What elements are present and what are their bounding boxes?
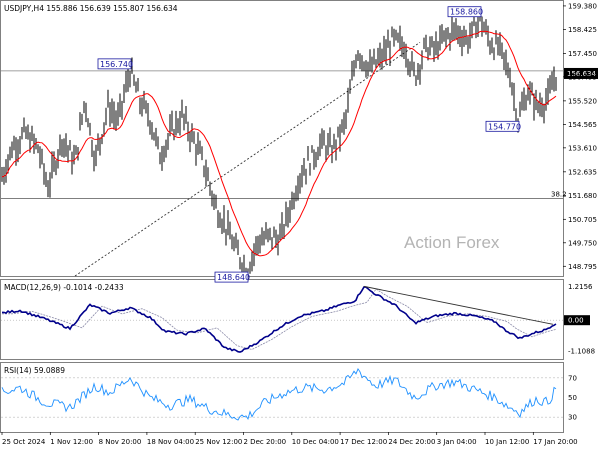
y-tick-label: 157.450 <box>568 50 597 58</box>
y-tick-label: 153.610 <box>568 144 597 152</box>
rsi-tick-label: 50 <box>568 394 577 402</box>
price-annotation: 154.770 <box>485 120 521 132</box>
y-tick-label: 150.705 <box>568 216 597 224</box>
x-tick-label: 17 Jan 20:00 <box>533 438 577 446</box>
macd-tick-label: 1.2156 <box>568 283 593 291</box>
x-tick-label: 8 Nov 20:00 <box>99 438 142 446</box>
symbol-header: USDJPY,H4 155.886 156.639 155.807 156.63… <box>4 4 178 13</box>
macd-tick-label: 0.00 <box>568 317 584 325</box>
price-annotation-label: 148.640 <box>217 273 250 282</box>
x-tick-label: 25 Oct 2024 <box>2 438 46 446</box>
dashed-trendline <box>74 41 421 277</box>
current-price-label: 156.634 <box>567 70 596 78</box>
y-tick-label: 155.520 <box>568 97 597 105</box>
y-tick-label: 149.750 <box>568 239 597 247</box>
price-annotation: 156.740 <box>97 58 133 70</box>
x-tick-label: 18 Nov 04:00 <box>147 438 194 446</box>
y-tick-label: 151.680 <box>568 192 597 200</box>
rsi-line <box>1 367 557 421</box>
rsi-tick-label: 70 <box>568 374 577 382</box>
macd-signal-line <box>2 288 557 350</box>
price-annotation: 158.860 <box>447 6 483 18</box>
moving-average-line <box>1 30 557 257</box>
x-tick-label: 10 Jan 12:00 <box>485 438 529 446</box>
macd-zero-tag <box>564 315 590 326</box>
main-panel-frame <box>0 0 564 277</box>
x-tick-label: 25 Nov 12:00 <box>195 438 242 446</box>
macd-line <box>2 286 557 353</box>
y-tick-label: 152.635 <box>568 168 597 176</box>
fib-level-label: 38.2 <box>551 191 567 199</box>
current-price-tag: 156.634 <box>564 67 598 79</box>
y-tick-label: 158.425 <box>568 26 597 34</box>
macd-tick-label: -1.1088 <box>568 347 595 355</box>
x-tick-label: 3 Jan 04:00 <box>437 438 477 446</box>
macd-trendline <box>363 285 554 325</box>
x-tick-label: 1 Nov 12:00 <box>50 438 93 446</box>
price-annotation-label: 158.860 <box>450 8 483 17</box>
x-tick-label: 10 Dec 04:00 <box>292 438 339 446</box>
rsi-panel-frame <box>0 362 564 433</box>
macd-panel-frame <box>0 279 564 360</box>
y-tick-label: 156.495 <box>568 73 597 81</box>
y-tick-label: 159.380 <box>568 2 597 10</box>
watermark: Action Forex <box>404 233 500 252</box>
x-tick-label: 17 Dec 12:00 <box>340 438 387 446</box>
rsi-tick-label: 30 <box>568 414 577 422</box>
x-tick-label: 24 Dec 20:00 <box>388 438 435 446</box>
price-annotation-label: 154.770 <box>488 122 521 131</box>
price-annotation-label: 156.740 <box>100 60 133 69</box>
x-tick-label: 2 Dec 20:00 <box>244 438 287 446</box>
macd-label: MACD(12,26,9) -0.1014 -0.2433 <box>4 283 124 292</box>
y-tick-label: 154.565 <box>568 121 597 129</box>
y-tick-label: 148.795 <box>568 263 597 271</box>
price-annotation: 148.640 <box>214 271 250 283</box>
rsi-label: RSI(14) 59.0889 <box>4 366 65 375</box>
